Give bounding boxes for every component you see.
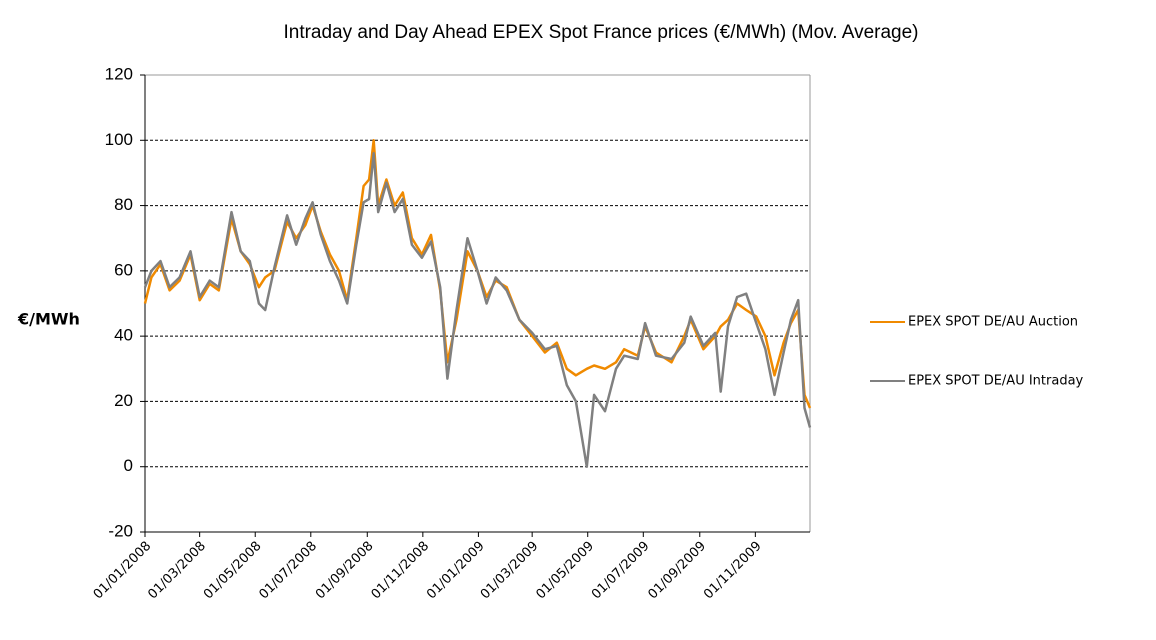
legend-label: EPEX SPOT DE/AU Auction [908,315,1078,330]
x-tick-label: 01/01/2008 [91,539,155,603]
x-tick-label: 01/07/2008 [257,539,321,603]
y-tick-label: 80 [114,195,133,214]
x-tick-label: 01/11/2008 [369,539,433,603]
y-tick-label: 0 [124,456,133,475]
y-tick-label: -20 [108,521,133,540]
x-tick-label: 01/05/2008 [201,539,265,603]
x-tick-label: 01/07/2009 [589,539,653,603]
y-tick-label: 120 [105,64,133,83]
y-tick-label: 100 [105,130,133,149]
x-tick-label: 01/03/2009 [478,539,542,603]
x-tick-label: 01/03/2008 [145,539,209,603]
legend-label: EPEX SPOT DE/AU Intraday [908,374,1084,389]
chart-title: Intraday and Day Ahead EPEX Spot France … [283,22,918,43]
series-line [143,152,812,468]
y-tick-label: 40 [114,326,133,345]
x-tick-label: 01/09/2008 [313,539,377,603]
x-tick-label: 01/05/2009 [533,539,597,603]
x-tick-label: 01/09/2009 [645,539,709,603]
y-tick-label: 20 [114,391,133,410]
y-tick-label: 60 [114,260,133,279]
y-axis-label: €/MWh [17,310,80,329]
x-tick-label: 01/11/2009 [701,539,765,603]
